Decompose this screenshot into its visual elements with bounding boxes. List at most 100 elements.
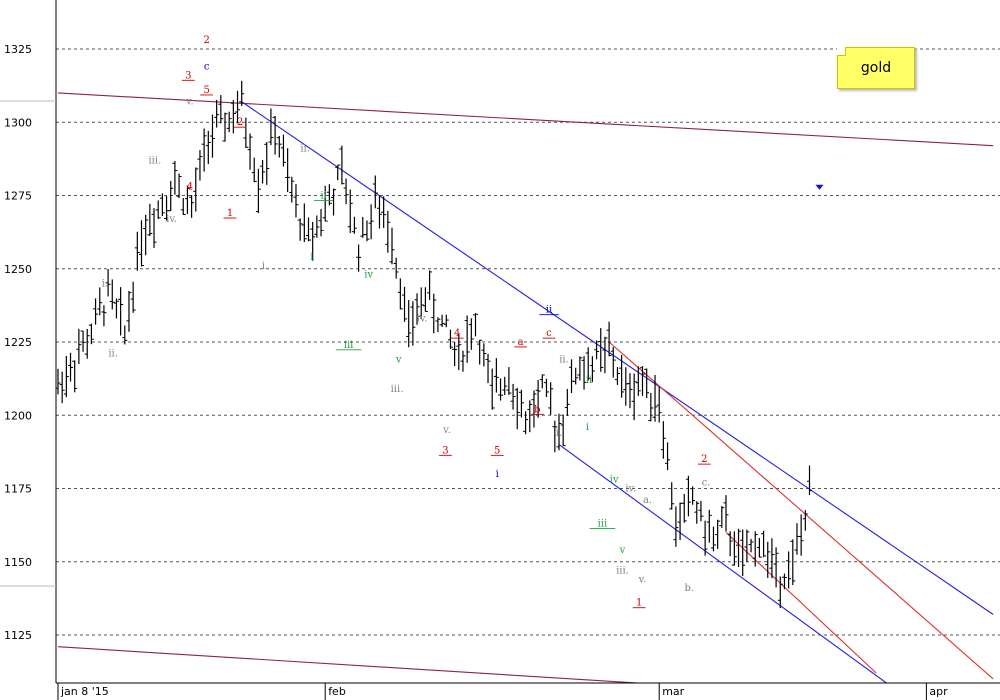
price-bar [251, 157, 257, 183]
price-bar [640, 366, 645, 396]
wave-label: iv [610, 475, 619, 486]
price-bar [389, 227, 395, 265]
price-bar [314, 215, 320, 238]
price-bar [322, 185, 328, 222]
price-bar [581, 356, 587, 390]
y-tick-label: 1325 [4, 43, 32, 56]
price-bar [514, 387, 520, 430]
wave-label: ii. [300, 144, 310, 155]
wave-label: 2 [701, 454, 707, 465]
price-bar [414, 293, 420, 325]
price-bar [781, 573, 787, 590]
price-bar [777, 576, 783, 609]
price-bar [343, 178, 349, 205]
wave-labels: 2c35v.241iii.iv.i.ii.ii.i.iiiiviiiviii.i… [102, 35, 711, 609]
price-bar [560, 414, 566, 447]
wave-label: i. [556, 428, 562, 439]
price-bar [155, 200, 161, 219]
price-bar [535, 379, 541, 418]
wave-label: ii [546, 305, 552, 316]
price-bar [710, 526, 716, 552]
price-bar [306, 217, 311, 242]
price-bar [59, 371, 65, 404]
price-bar [351, 216, 357, 234]
wave-label: iv. [625, 483, 636, 494]
y-tick-label: 1200 [4, 409, 32, 422]
price-bar [652, 374, 658, 422]
price-bar [205, 130, 211, 165]
price-bar [260, 159, 266, 184]
price-bar [627, 373, 633, 409]
price-bar [498, 378, 504, 401]
price-bar [143, 214, 149, 256]
price-bar [631, 373, 637, 421]
price-bar [406, 300, 412, 348]
price-bar [239, 80, 245, 106]
price-bar [481, 343, 487, 367]
price-bar [347, 189, 353, 233]
down-marker [815, 184, 824, 190]
price-bar [765, 541, 771, 578]
price-bar [798, 514, 804, 556]
wave-label: ii. [559, 355, 569, 366]
price-bar [468, 318, 474, 350]
price-bar [669, 482, 675, 510]
price-bar [715, 519, 721, 549]
price-bar [606, 321, 612, 357]
price-bar [331, 188, 337, 216]
wave-label: 5 [203, 85, 209, 96]
price-bar [518, 389, 524, 418]
price-bar [773, 547, 779, 588]
price-bar [189, 194, 195, 218]
y-tick-label: 1275 [4, 190, 32, 203]
wave-label: 4 [454, 328, 460, 339]
price-bar [585, 347, 591, 381]
price-bar [543, 378, 549, 398]
price-bar [489, 368, 495, 410]
price-bar [610, 346, 616, 378]
price-bar [731, 531, 737, 566]
wave-label: ii [320, 190, 326, 201]
y-tick-label: 1250 [4, 263, 32, 276]
wave-label: v. [638, 574, 647, 585]
price-bar [452, 342, 458, 367]
channel-red-bottom [725, 532, 877, 674]
channel-red-top [608, 341, 994, 680]
price-bar [97, 287, 103, 316]
price-bar [364, 220, 370, 242]
wave-label: v [619, 545, 626, 556]
price-bar [702, 520, 708, 556]
price-bar [736, 528, 742, 568]
price-bar [794, 523, 800, 555]
price-bar [264, 142, 270, 185]
wave-label: c [546, 328, 552, 339]
price-bar [748, 538, 754, 553]
price-bar [573, 367, 579, 385]
price-bar [644, 368, 650, 399]
wave-label: 2 [237, 117, 243, 128]
price-bar [235, 90, 241, 124]
price-bar [301, 203, 307, 243]
wave-label: 2 [203, 35, 209, 46]
price-bar [310, 221, 316, 261]
price-bar [665, 442, 671, 471]
price-bar [439, 314, 445, 328]
price-bar [63, 355, 69, 398]
wave-label: i. [102, 278, 108, 289]
wave-label: ii. [108, 349, 118, 360]
price-bar [648, 392, 654, 422]
price-bar [685, 475, 691, 517]
price-bar [752, 531, 758, 567]
wave-label: iii [598, 519, 608, 530]
wave-label: i [586, 422, 589, 433]
wave-label: v. [185, 97, 194, 108]
price-bar [139, 220, 144, 267]
price-bar [402, 286, 408, 322]
wave-label: 3 [442, 445, 448, 456]
price-bar [105, 268, 111, 297]
price-bar [339, 145, 345, 185]
price-bar [447, 329, 453, 349]
price-bar [564, 388, 570, 416]
price-bar [756, 537, 762, 558]
